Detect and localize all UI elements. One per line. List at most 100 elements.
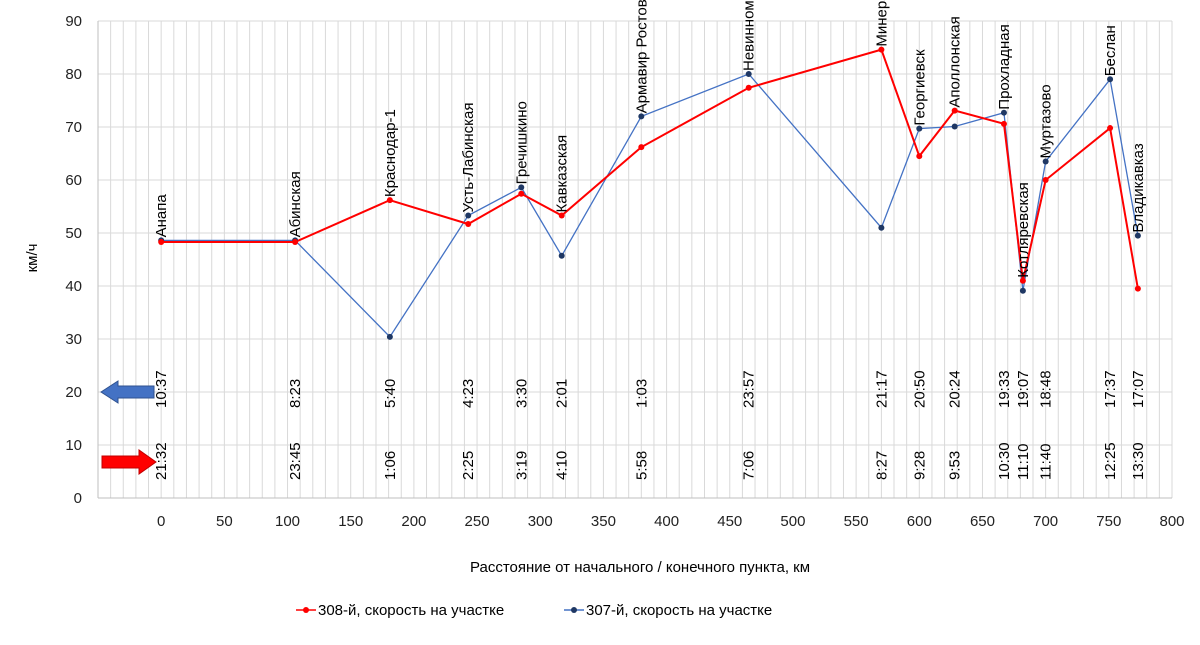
time-307-label: 18:48 xyxy=(1038,370,1055,408)
time-307-label: 20:50 xyxy=(911,370,928,408)
red-arrow-right-icon xyxy=(101,449,157,475)
time-307-label: 1:03 xyxy=(633,379,650,408)
station-label: Беслан xyxy=(1102,25,1119,76)
x-tick-label: 700 xyxy=(1033,513,1058,530)
time-308-label: 2:25 xyxy=(460,451,477,480)
data-point-308 xyxy=(158,239,165,246)
time-308-label: 5:58 xyxy=(633,451,650,480)
time-307-label: 5:40 xyxy=(382,379,399,408)
time-307-label: 3:30 xyxy=(513,379,530,408)
time-308-label: 7:06 xyxy=(741,451,758,480)
legend: 308-й, скорость на участке 307-й, скорос… xyxy=(296,602,772,619)
time-307-label: 21:17 xyxy=(873,370,890,408)
time-307-label: 19:33 xyxy=(996,370,1013,408)
data-point-308 xyxy=(386,197,393,204)
data-point-307 xyxy=(878,224,885,231)
time-307-label: 17:07 xyxy=(1130,370,1147,408)
y-tick-label: 10 xyxy=(65,437,82,454)
x-tick-label: 600 xyxy=(907,513,932,530)
time-308-label: 11:10 xyxy=(1015,444,1032,480)
data-point-307 xyxy=(518,184,525,191)
station-label: Георгиевск xyxy=(911,49,928,126)
time-308-label: 13:30 xyxy=(1130,442,1147,480)
x-tick-label: 650 xyxy=(970,513,995,530)
time-308-label: 11:40 xyxy=(1038,444,1055,480)
station-label: Прохладная xyxy=(996,24,1013,109)
data-point-307 xyxy=(386,333,393,340)
x-tick-label: 150 xyxy=(338,513,363,530)
legend-307-label: 307-й, скорость на участке xyxy=(586,602,772,619)
station-label: Котляревская xyxy=(1015,182,1032,278)
data-point-307 xyxy=(558,252,565,259)
station-label: Владикавказ xyxy=(1130,143,1147,233)
time-308-label: 3:19 xyxy=(513,451,530,480)
station-label: Муртазово xyxy=(1038,84,1055,158)
data-point-308 xyxy=(1042,177,1049,183)
x-tick-label: 550 xyxy=(844,513,869,530)
station-label: Анапа xyxy=(153,194,170,238)
time-308-label: 9:53 xyxy=(947,451,964,480)
y-tick-label: 30 xyxy=(65,331,82,348)
station-label: Абинская xyxy=(287,171,304,237)
station-label: Кавказская xyxy=(554,135,571,213)
time-308-label: 10:30 xyxy=(996,442,1013,480)
time-307-label: 20:24 xyxy=(947,370,964,408)
data-point-308 xyxy=(558,212,565,219)
y-tick-label: 0 xyxy=(74,490,82,507)
y-tick-label: 20 xyxy=(65,384,82,401)
data-point-307 xyxy=(745,71,752,77)
time-308-label: 21:32 xyxy=(153,442,170,480)
x-tick-label: 50 xyxy=(216,513,233,530)
data-point-308 xyxy=(1000,120,1007,127)
time-307-label: 8:23 xyxy=(287,379,304,408)
time-307-label: 10:37 xyxy=(153,370,170,408)
x-tick-label: 200 xyxy=(401,513,426,530)
x-tick-label: 300 xyxy=(528,513,553,530)
x-tick-label: 800 xyxy=(1159,513,1184,530)
time-308-label: 23:45 xyxy=(287,442,304,480)
x-tick-label: 100 xyxy=(275,513,300,530)
x-tick-label: 450 xyxy=(717,513,742,530)
time-308-label: 8:27 xyxy=(873,451,890,480)
station-label: Аполлонская xyxy=(947,16,964,107)
time-308-label: 9:28 xyxy=(911,451,928,480)
direction-arrows xyxy=(100,380,157,475)
data-point-308 xyxy=(745,84,752,91)
x-tick-label: 750 xyxy=(1096,513,1121,530)
data-point-308 xyxy=(951,107,958,114)
data-point-307 xyxy=(1019,287,1026,294)
data-point-307 xyxy=(465,212,472,219)
data-point-307 xyxy=(951,123,958,130)
data-point-308 xyxy=(638,144,645,151)
data-point-308 xyxy=(518,190,525,197)
time-307-label: 4:23 xyxy=(460,379,477,408)
data-point-308 xyxy=(1107,125,1114,132)
legend-308-label: 308-й, скорость на участке xyxy=(318,602,504,619)
series-layer xyxy=(158,46,1141,340)
legend-308-marker xyxy=(303,607,309,613)
series-line-308 xyxy=(161,48,1139,289)
data-point-307 xyxy=(916,125,923,132)
station-label: Невинномысская xyxy=(741,0,758,71)
data-point-308 xyxy=(1019,277,1026,284)
time-307-label: 17:37 xyxy=(1102,370,1119,408)
blue-arrow-left-icon xyxy=(100,380,155,404)
data-point-307 xyxy=(1000,109,1007,116)
data-point-308 xyxy=(292,239,299,246)
x-tick-label: 400 xyxy=(654,513,679,530)
axes: 0 10 20 30 40 50 60 70 80 90 0 50 100 150 200 250 300 350… xyxy=(65,13,1184,530)
grid xyxy=(97,20,1173,499)
legend-307-marker xyxy=(571,607,577,613)
y-axis-title: км/ч xyxy=(24,244,41,273)
data-point-307 xyxy=(1107,76,1114,83)
data-point-307 xyxy=(638,113,645,120)
y-tick-label: 80 xyxy=(65,66,82,83)
y-tick-label: 90 xyxy=(65,13,82,30)
station-labels: Анапа Абинская Краснодар-1 Усть-Лабинская Гр… xyxy=(153,0,1147,278)
y-tick-label: 60 xyxy=(65,172,82,189)
station-label: Минеральные Воды xyxy=(873,0,890,47)
x-tick-label: 0 xyxy=(157,513,165,530)
time-308-label: 1:06 xyxy=(382,451,399,480)
